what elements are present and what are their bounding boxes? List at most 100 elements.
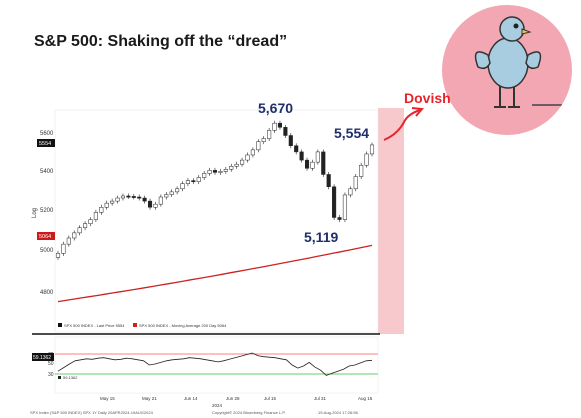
rsi-tick-label: 50 <box>48 361 54 367</box>
rsi-tick-label: 30 <box>48 372 54 378</box>
candle-body <box>196 177 201 182</box>
x-tick-label: May 21 <box>142 396 157 401</box>
candle-body <box>180 183 185 190</box>
candle-body <box>310 161 315 169</box>
candle-body <box>272 122 277 131</box>
y-tick-label: 4800 <box>40 290 54 296</box>
candle-body <box>218 171 223 173</box>
rsi-value-tag-bg <box>32 353 54 361</box>
candle-body <box>110 200 115 204</box>
rsi-panel-frame <box>54 336 379 394</box>
candle-body <box>126 195 131 198</box>
footer-right: 19-Aug-2024 17:26:56 <box>318 410 359 415</box>
candle-body <box>304 159 310 169</box>
candle-body <box>99 207 104 213</box>
candle-body <box>164 194 169 198</box>
candle-body <box>277 122 283 128</box>
candle-body <box>93 212 98 220</box>
last-price-tag: 5554 <box>39 141 51 147</box>
ma200-line <box>57 244 373 303</box>
candle-body <box>104 202 109 208</box>
candle-body <box>294 145 299 153</box>
candle-body <box>326 174 331 187</box>
candle-body <box>83 223 88 228</box>
candle-body <box>369 144 375 155</box>
ma-tag: 5064 <box>39 234 51 240</box>
candle-body <box>288 135 293 146</box>
x-tick-label: Jun 28 <box>226 396 240 401</box>
candle-body <box>250 149 255 156</box>
footer-center: Copyright© 2024 Bloomberg Finance L.P. <box>212 410 286 415</box>
candle-body <box>337 217 342 220</box>
legend-item-price: SPX 500 INDEX - Last Price 5554 <box>64 323 125 328</box>
rsi-legend-swatch <box>58 376 61 379</box>
candle-body <box>147 200 153 208</box>
candle-body <box>66 237 71 245</box>
dovish-highlight-zone <box>378 108 404 334</box>
candle-body <box>142 197 147 202</box>
legend-item-ma: SPX 500 INDEX - Moving Average 200 Day 5… <box>139 323 227 328</box>
x-tick-label: Aug 15 <box>358 396 373 401</box>
candle-body <box>342 194 347 220</box>
candle-body <box>72 232 77 239</box>
candle-body <box>261 138 266 142</box>
candle-body <box>229 166 234 170</box>
candle-body <box>77 227 82 234</box>
x-tick-label: Jun 14 <box>184 396 198 401</box>
rsi-legend-item: 59.1362 <box>63 375 78 380</box>
annotation-current: 5,554 <box>334 125 369 141</box>
candle-body <box>207 170 212 174</box>
candle-body <box>137 196 142 199</box>
x-tick-label: Jul 31 <box>314 396 327 401</box>
footer-left: SPX Index (S&P 500 INDEX) SPX 1Y Daily 2… <box>30 410 154 415</box>
cartoon-pigeon-image <box>442 5 572 135</box>
annotation-high: 5,670 <box>258 100 293 116</box>
main-panel-frame <box>54 109 379 333</box>
candlestick-series <box>55 120 375 260</box>
pigeon-illustration <box>474 16 572 108</box>
candle-body <box>158 196 163 205</box>
y-axis-label: Log <box>32 208 38 218</box>
last-price-tag-bg <box>37 139 55 147</box>
candle-body <box>353 176 358 190</box>
candle-body <box>234 163 239 167</box>
candle-body <box>256 141 261 151</box>
candle-body <box>359 164 364 177</box>
candle-body <box>332 186 337 218</box>
candle-body <box>348 188 353 196</box>
x-axis-year: 2024 <box>212 403 223 408</box>
ma-tag-bg <box>37 232 55 240</box>
x-tick-label: May 15 <box>100 396 115 401</box>
candle-body <box>120 195 126 199</box>
candle-body <box>185 180 190 184</box>
y-tick-label: 5400 <box>40 169 54 175</box>
candle-body <box>212 170 218 173</box>
candle-body <box>153 203 158 208</box>
candle-body <box>115 197 120 202</box>
candle-body <box>240 159 245 165</box>
y-tick-label: 5000 <box>40 248 54 254</box>
rsi-value-tag: 59.1362 <box>33 355 51 361</box>
rsi-line <box>57 352 373 376</box>
candle-body <box>175 188 180 193</box>
dovish-arrow <box>383 109 421 141</box>
x-tick-label: Jul 15 <box>264 396 277 401</box>
chart-legend: SPX 500 INDEX - Last Price 5554 SPX 500 … <box>58 323 227 328</box>
candle-body <box>299 151 304 161</box>
legend-swatch-price <box>58 323 62 327</box>
candle-body <box>283 127 288 136</box>
candle-body <box>364 153 369 166</box>
candle-body <box>202 173 207 178</box>
y-tick-label: 5200 <box>40 208 54 214</box>
candle-body <box>88 219 93 224</box>
legend-swatch-ma <box>133 323 137 327</box>
annotation-low: 5,119 <box>304 229 338 245</box>
candle-body <box>321 151 326 175</box>
dovish-arrow-head-icon <box>411 107 425 117</box>
candle-body <box>131 196 136 198</box>
candle-body <box>55 253 61 258</box>
candle-body <box>315 151 320 163</box>
candle-body <box>61 243 66 254</box>
slide-title: S&P 500: Shaking off the “dread” <box>34 33 288 50</box>
